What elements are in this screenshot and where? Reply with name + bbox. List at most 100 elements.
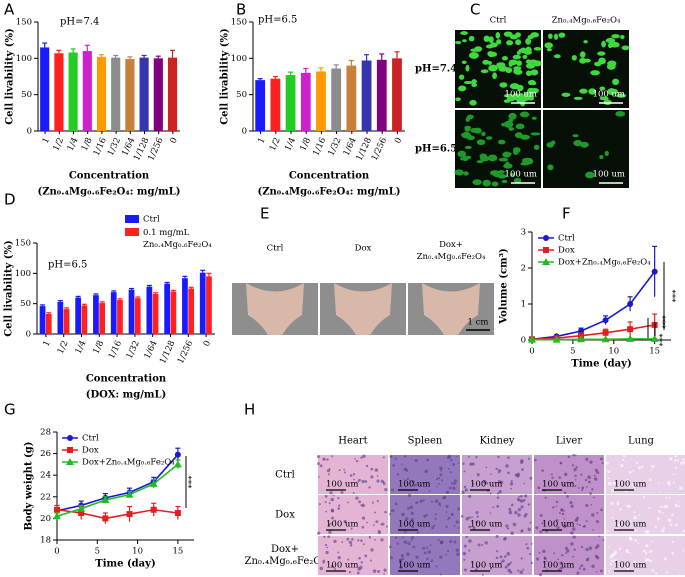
nucleus <box>327 473 330 476</box>
cell <box>525 59 532 64</box>
nucleus <box>426 546 429 549</box>
nucleus <box>516 497 520 501</box>
nucleus <box>591 564 595 569</box>
x-tick-label: 1/4 <box>66 136 81 153</box>
nucleus <box>337 497 340 500</box>
nucleus <box>376 479 380 483</box>
y-tick-label: 150 <box>231 18 247 28</box>
bar <box>392 58 402 132</box>
nucleus <box>450 482 453 485</box>
nucleus <box>644 530 648 534</box>
nucleus <box>668 496 671 499</box>
nucleus <box>374 538 376 541</box>
nucleus <box>409 505 414 510</box>
y-tick-label: 26 <box>40 449 51 459</box>
bar <box>376 59 387 131</box>
significance-label: *** <box>672 289 682 303</box>
nucleus <box>529 552 532 556</box>
cell <box>533 47 542 51</box>
nucleus <box>372 524 375 526</box>
cell <box>499 82 508 88</box>
mouse <box>334 283 392 335</box>
nucleus <box>476 473 480 477</box>
nucleus <box>439 466 443 470</box>
nucleus <box>678 486 683 490</box>
nucleus <box>333 568 336 571</box>
y-tick-label: 22 <box>40 492 51 502</box>
nucleus <box>382 482 386 486</box>
nucleus <box>510 503 514 507</box>
nucleus <box>625 550 629 554</box>
nucleus <box>556 526 560 530</box>
nucleus <box>673 473 675 476</box>
nucleus <box>520 505 524 509</box>
nucleus <box>438 477 441 479</box>
x-tick-label: 1 <box>41 136 52 145</box>
bar <box>99 303 106 334</box>
nucleus <box>599 569 603 573</box>
cell <box>516 60 522 67</box>
nucleus <box>434 513 438 516</box>
cell <box>533 144 540 150</box>
nucleus <box>613 550 618 555</box>
panel-letter: F <box>562 205 571 223</box>
nucleus <box>525 543 528 546</box>
nucleus <box>575 466 578 469</box>
nucleus <box>411 480 415 484</box>
nucleus <box>539 530 543 534</box>
nucleus <box>390 488 394 492</box>
marker <box>543 247 549 253</box>
y-tick-label: 1 <box>521 300 526 310</box>
nucleus <box>468 549 471 552</box>
x-axis-label: Concentration <box>289 171 370 182</box>
nucleus <box>452 463 456 466</box>
nucleus <box>463 485 467 489</box>
cell <box>512 147 521 153</box>
nucleus <box>392 464 395 467</box>
cell <box>599 154 604 160</box>
nucleus <box>372 569 377 573</box>
nucleus <box>343 471 347 474</box>
nucleus <box>563 518 566 520</box>
row-label: pH=7.4 <box>415 64 457 75</box>
chart-title: pH=7.4 <box>60 17 99 28</box>
nucleus <box>413 483 417 487</box>
nucleus <box>492 506 495 509</box>
nucleus <box>347 558 350 561</box>
nucleus <box>403 563 406 566</box>
image-label: Dox+ Zn₀.₄Mg₀.₆Fe₂O₄ <box>417 240 486 262</box>
cell <box>490 170 500 176</box>
bar <box>82 51 92 131</box>
marker <box>67 447 73 453</box>
nucleus <box>358 478 361 482</box>
legend-swatch <box>125 228 139 236</box>
nucleus <box>330 497 335 502</box>
nucleus <box>316 455 320 459</box>
cell <box>548 33 553 39</box>
nucleus <box>337 507 341 510</box>
mouse <box>246 283 304 335</box>
nucleus <box>507 568 511 573</box>
bar <box>170 291 177 334</box>
nucleus <box>573 548 576 551</box>
scale-label: 100 um <box>398 520 430 530</box>
nucleus <box>674 454 678 458</box>
nucleus <box>318 476 320 478</box>
nucleus <box>498 490 502 494</box>
nucleus <box>543 557 547 561</box>
nucleus <box>334 519 337 522</box>
nucleus <box>407 507 410 510</box>
marker <box>126 511 133 518</box>
marker <box>552 335 561 343</box>
nucleus <box>674 523 678 527</box>
nucleus <box>462 551 467 556</box>
nucleus <box>563 509 565 512</box>
nucleus <box>468 455 470 458</box>
legend-swatch <box>125 215 139 223</box>
cell <box>515 32 521 38</box>
nucleus <box>446 456 450 460</box>
nucleus <box>489 512 492 514</box>
cell <box>504 161 510 169</box>
cell <box>454 169 464 176</box>
